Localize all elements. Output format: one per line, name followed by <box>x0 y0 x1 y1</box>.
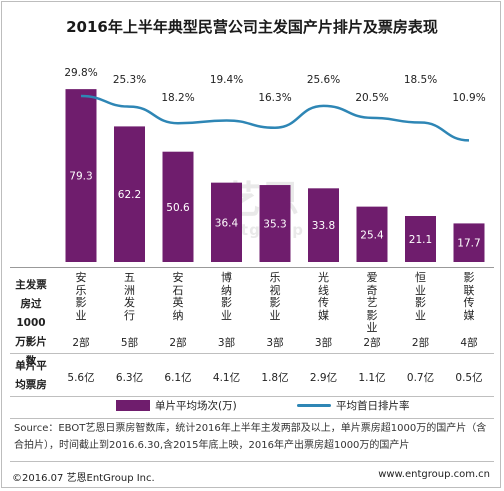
legend-bar: 单片平均场次(万) <box>116 398 237 413</box>
avg-gross-2: 6.1亿 <box>164 372 192 384</box>
film-count-6: 2部 <box>363 337 381 349</box>
bar-6 <box>356 206 388 262</box>
row-label-company-count: 主发票房过1000万影片数 <box>15 279 47 367</box>
line-value-label-1: 25.3% <box>113 74 146 86</box>
film-count-4: 3部 <box>266 337 284 349</box>
bar-value-label-6: 25.4 <box>360 229 384 241</box>
bar-value-label-0: 79.3 <box>69 171 92 183</box>
source-note: Source：EBOT艺恩日票房智数库，统计2016年上半年主发两部及以上，单片… <box>14 423 487 451</box>
film-count-7: 2部 <box>411 337 430 349</box>
divider-bottom <box>10 396 494 397</box>
bar-value-label-5: 33.8 <box>312 220 335 232</box>
legend-bar-label: 单片平均场次(万) <box>155 400 237 412</box>
bar-4 <box>259 185 291 262</box>
company-name-6: 爱奇艺影业 <box>366 271 378 334</box>
legend-line-swatch <box>297 404 331 407</box>
line-series-first-day-rate <box>80 94 470 142</box>
legend-bar-swatch <box>116 400 150 411</box>
company-name-4: 乐视影业 <box>269 271 281 322</box>
bar-value-label-3: 36.4 <box>215 217 239 229</box>
avg-gross-3: 4.1亿 <box>212 372 241 384</box>
film-count-0: 2部 <box>72 337 90 349</box>
legend-line: 平均首日排片率 <box>297 398 410 413</box>
film-count-5: 3部 <box>314 337 333 349</box>
company-name-5: 光线传媒 <box>318 271 329 322</box>
avg-gross-4: 1.8亿 <box>261 372 289 384</box>
chart-plot: 79.3 62.2 50.6 36.4 35.3 33.8 25.4 21.1 17.7 29.8… <box>64 67 486 263</box>
line-value-label-4: 16.3% <box>258 92 291 104</box>
company-name-7: 恒业影业 <box>415 271 426 322</box>
avg-gross-6: 1.1亿 <box>358 372 386 384</box>
line-value-label-0: 29.8% <box>64 67 97 79</box>
company-name-0: 安乐影业 <box>75 271 87 322</box>
footer-url: www.entgroup.com.cn <box>378 469 490 480</box>
line-value-label-2: 18.2% <box>161 92 194 104</box>
film-count-2: 2部 <box>169 337 187 349</box>
company-name-1: 五洲发行 <box>124 271 135 322</box>
bar-value-label-1: 62.2 <box>118 189 141 201</box>
line-value-label-8: 10.9% <box>452 92 485 104</box>
film-count-1: 5部 <box>120 337 139 349</box>
bar-5 <box>308 188 339 262</box>
bar-1 <box>114 126 145 263</box>
avg-gross-5: 2.9亿 <box>309 372 338 384</box>
row-label-avg-gross: 单片平均票房 <box>15 360 47 391</box>
company-name-2: 安石英纳 <box>172 271 184 322</box>
bar-value-label-2: 50.6 <box>166 202 190 214</box>
film-count-3: 3部 <box>217 337 236 349</box>
bar-value-label-7: 21.1 <box>409 234 432 246</box>
divider-top <box>10 267 494 268</box>
footer-copyright: ©2016.07 艺恩EntGroup Inc. <box>12 473 155 484</box>
bar-value-label-4: 35.3 <box>263 219 286 231</box>
company-name-8: 影联传媒 <box>463 271 475 322</box>
divider-footer <box>10 461 494 462</box>
company-name-3: 博纳影业 <box>221 271 232 322</box>
chart-title: 2016年上半年典型民营公司主发国产片排片及票房表现 <box>66 18 438 36</box>
avg-gross-8: 0.5亿 <box>455 372 483 384</box>
bar-0 <box>65 89 97 262</box>
bar-8 <box>453 223 485 262</box>
film-count-8: 4部 <box>460 337 478 349</box>
avg-gross-0: 5.6亿 <box>67 372 95 384</box>
bar-value-label-8: 17.7 <box>457 238 480 250</box>
line-value-label-3: 19.4% <box>210 74 243 86</box>
divider-middle <box>10 353 494 354</box>
line-value-label-7: 18.5% <box>404 74 437 86</box>
avg-gross-1: 6.3亿 <box>115 372 144 384</box>
legend-line-label: 平均首日排片率 <box>336 400 410 412</box>
divider-source <box>10 418 494 419</box>
line-value-label-5: 25.6% <box>307 74 340 86</box>
bar-3 <box>211 182 242 262</box>
bar-7 <box>405 216 436 262</box>
line-value-label-6: 20.5% <box>355 92 388 104</box>
bar-2 <box>162 151 194 262</box>
avg-gross-7: 0.7亿 <box>406 372 435 384</box>
